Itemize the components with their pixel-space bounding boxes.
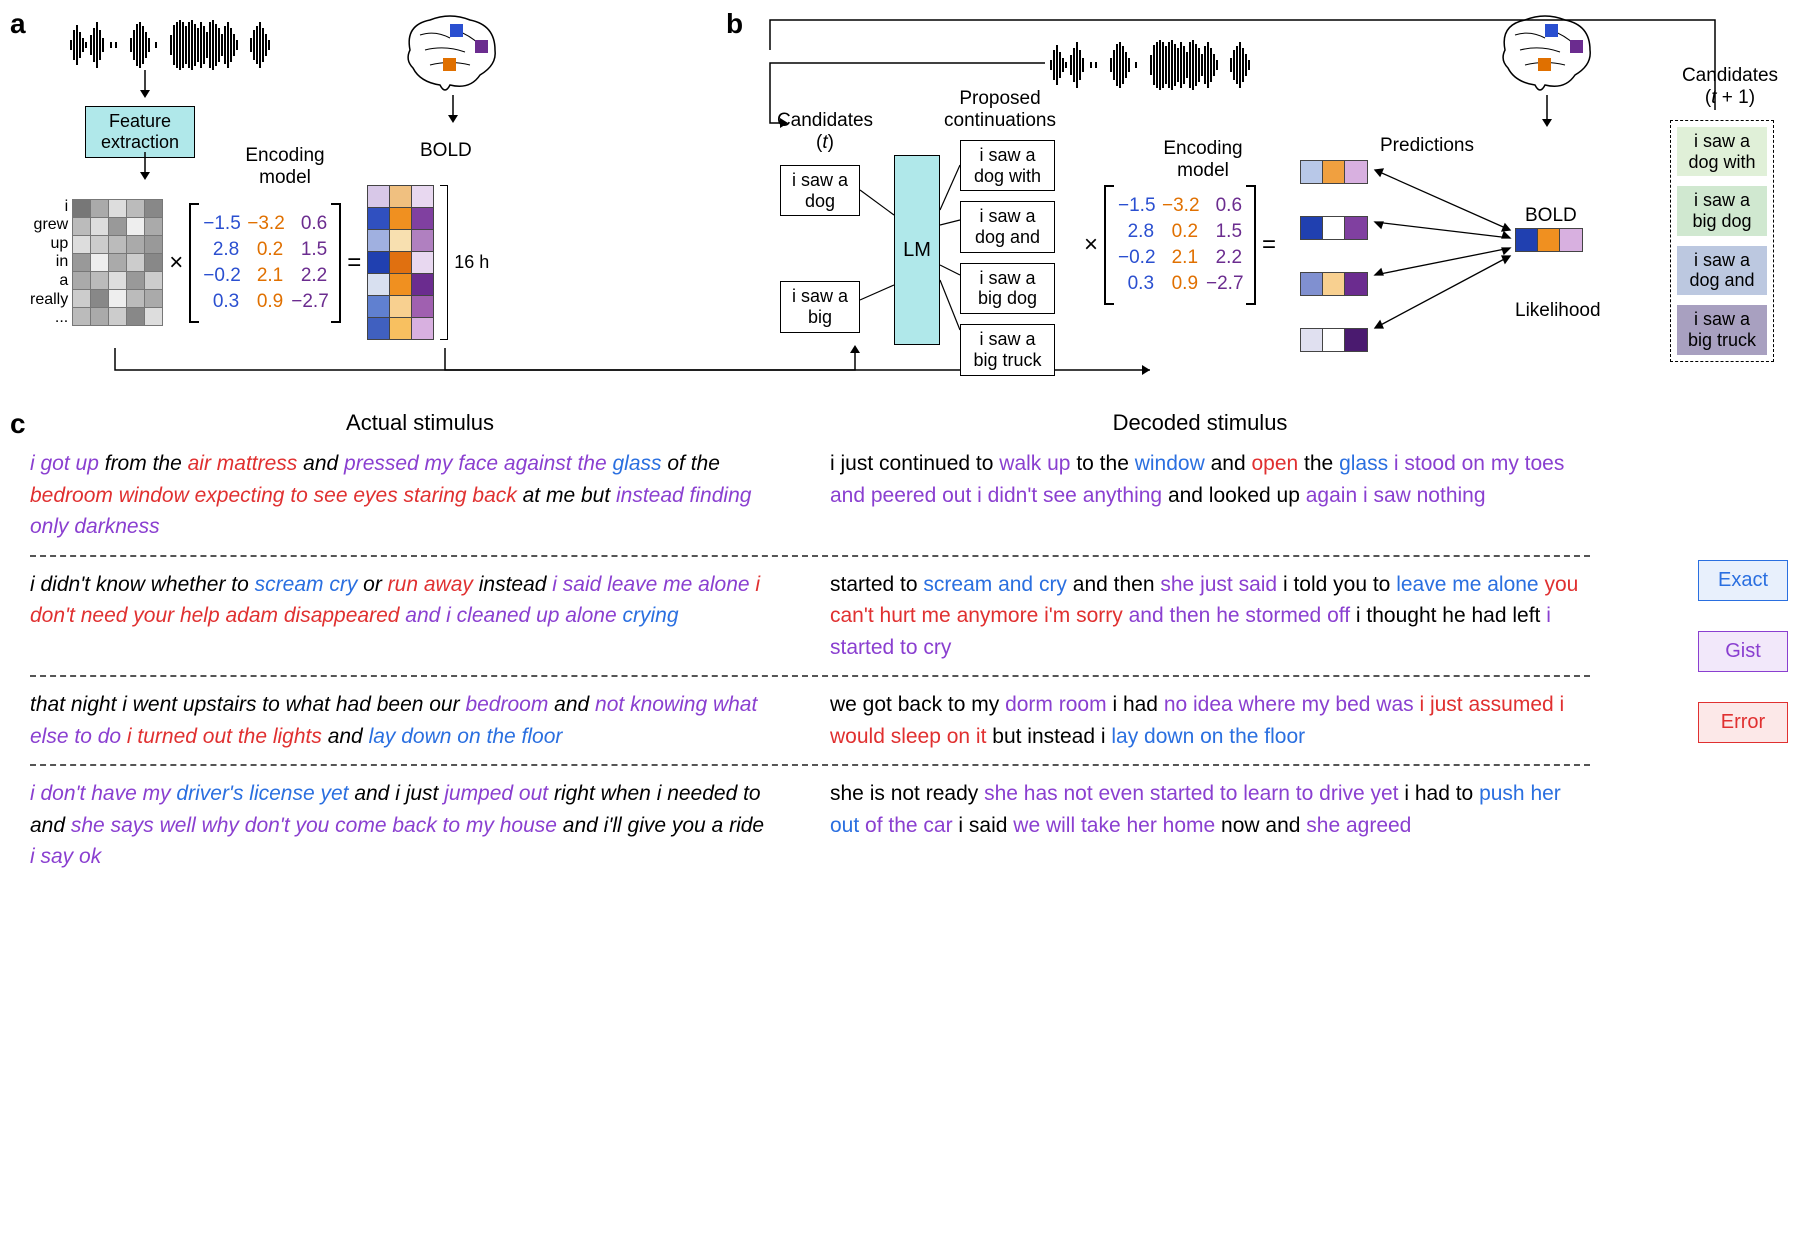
candidates-t1-container: i saw a dog withi saw a big dogi saw a d… <box>1670 120 1774 362</box>
times-op: × <box>163 249 189 277</box>
bold-measured <box>1515 228 1583 252</box>
arrow-down-icon <box>135 152 155 182</box>
arrow-down-icon <box>135 70 155 100</box>
encoding-weights-b: −1.5−3.20.62.80.21.5−0.22.12.20.30.9−2.7 <box>1114 193 1246 297</box>
equals-op: = <box>341 249 367 277</box>
duration-label: 16 h <box>454 252 489 273</box>
panel-a: Feature extraction Encoding model BOLD i… <box>30 10 730 390</box>
likelihood-arrows <box>1370 160 1520 360</box>
header-actual: Actual stimulus <box>30 410 810 436</box>
arrow-down-icon <box>1537 95 1557 130</box>
panel-b: Candidates(t) Proposed continuations Enc… <box>740 10 1800 390</box>
panel-c-label: c <box>10 408 26 440</box>
panel-c: Actual stimulus Decoded stimulus i got u… <box>30 410 1800 885</box>
lm-box: LM <box>894 155 940 345</box>
candidates-t-stack: i saw a dog i saw a big <box>780 165 860 333</box>
legend-error: Error <box>1698 702 1788 743</box>
waveform-b <box>1050 40 1280 95</box>
stimulus-rows: i got up from the air mattress and press… <box>30 436 1800 885</box>
arrow-down-icon <box>443 95 463 125</box>
legend-exact: Exact <box>1698 560 1788 601</box>
candidate-box: i saw a big <box>780 281 860 332</box>
word-column: igrewupinareally... <box>30 198 72 328</box>
connector-lines <box>860 165 896 355</box>
bold-label-b: BOLD <box>1525 205 1577 227</box>
bold-grid-a <box>367 185 434 340</box>
predictions-stack <box>1300 160 1368 352</box>
equation-row-a: igrewupinareally... × −1.5−3.20.62.80.21… <box>30 185 489 340</box>
legend: Exact Gist Error <box>1698 560 1788 743</box>
legend-gist: Gist <box>1698 631 1788 672</box>
header-decoded: Decoded stimulus <box>810 410 1590 436</box>
predictions-label: Predictions <box>1380 135 1474 157</box>
panel-a-label: a <box>10 8 26 40</box>
feature-matrix <box>72 199 163 326</box>
column-headers: Actual stimulus Decoded stimulus <box>30 410 1590 436</box>
feature-extraction-box: Feature extraction <box>85 106 195 158</box>
waveform-a <box>70 20 300 75</box>
encoding-weights-a: −1.5−3.20.62.80.21.5−0.22.12.20.30.9−2.7 <box>199 211 331 315</box>
proposed-stack: i saw a dog withi saw a dog andi saw a b… <box>960 140 1055 376</box>
feedback-arrow-icon <box>770 10 1730 40</box>
equation-row-b: × −1.5−3.20.62.80.21.5−0.22.12.20.30.9−2… <box>1078 185 1282 305</box>
bold-label-a: BOLD <box>420 140 472 162</box>
proposed-continuations-label: Proposed continuations <box>935 88 1065 132</box>
likelihood-label: Likelihood <box>1515 300 1601 322</box>
encoding-model-label-a: Encoding model <box>225 145 345 189</box>
candidates-t-label: Candidates(t) <box>770 110 880 154</box>
encoding-model-label-b: Encoding model <box>1143 138 1263 182</box>
brain-a <box>395 10 505 100</box>
candidates-t1-label: Candidates(t + 1) <box>1670 65 1790 109</box>
candidate-box: i saw a dog <box>780 165 860 216</box>
connector-lines <box>940 150 962 360</box>
